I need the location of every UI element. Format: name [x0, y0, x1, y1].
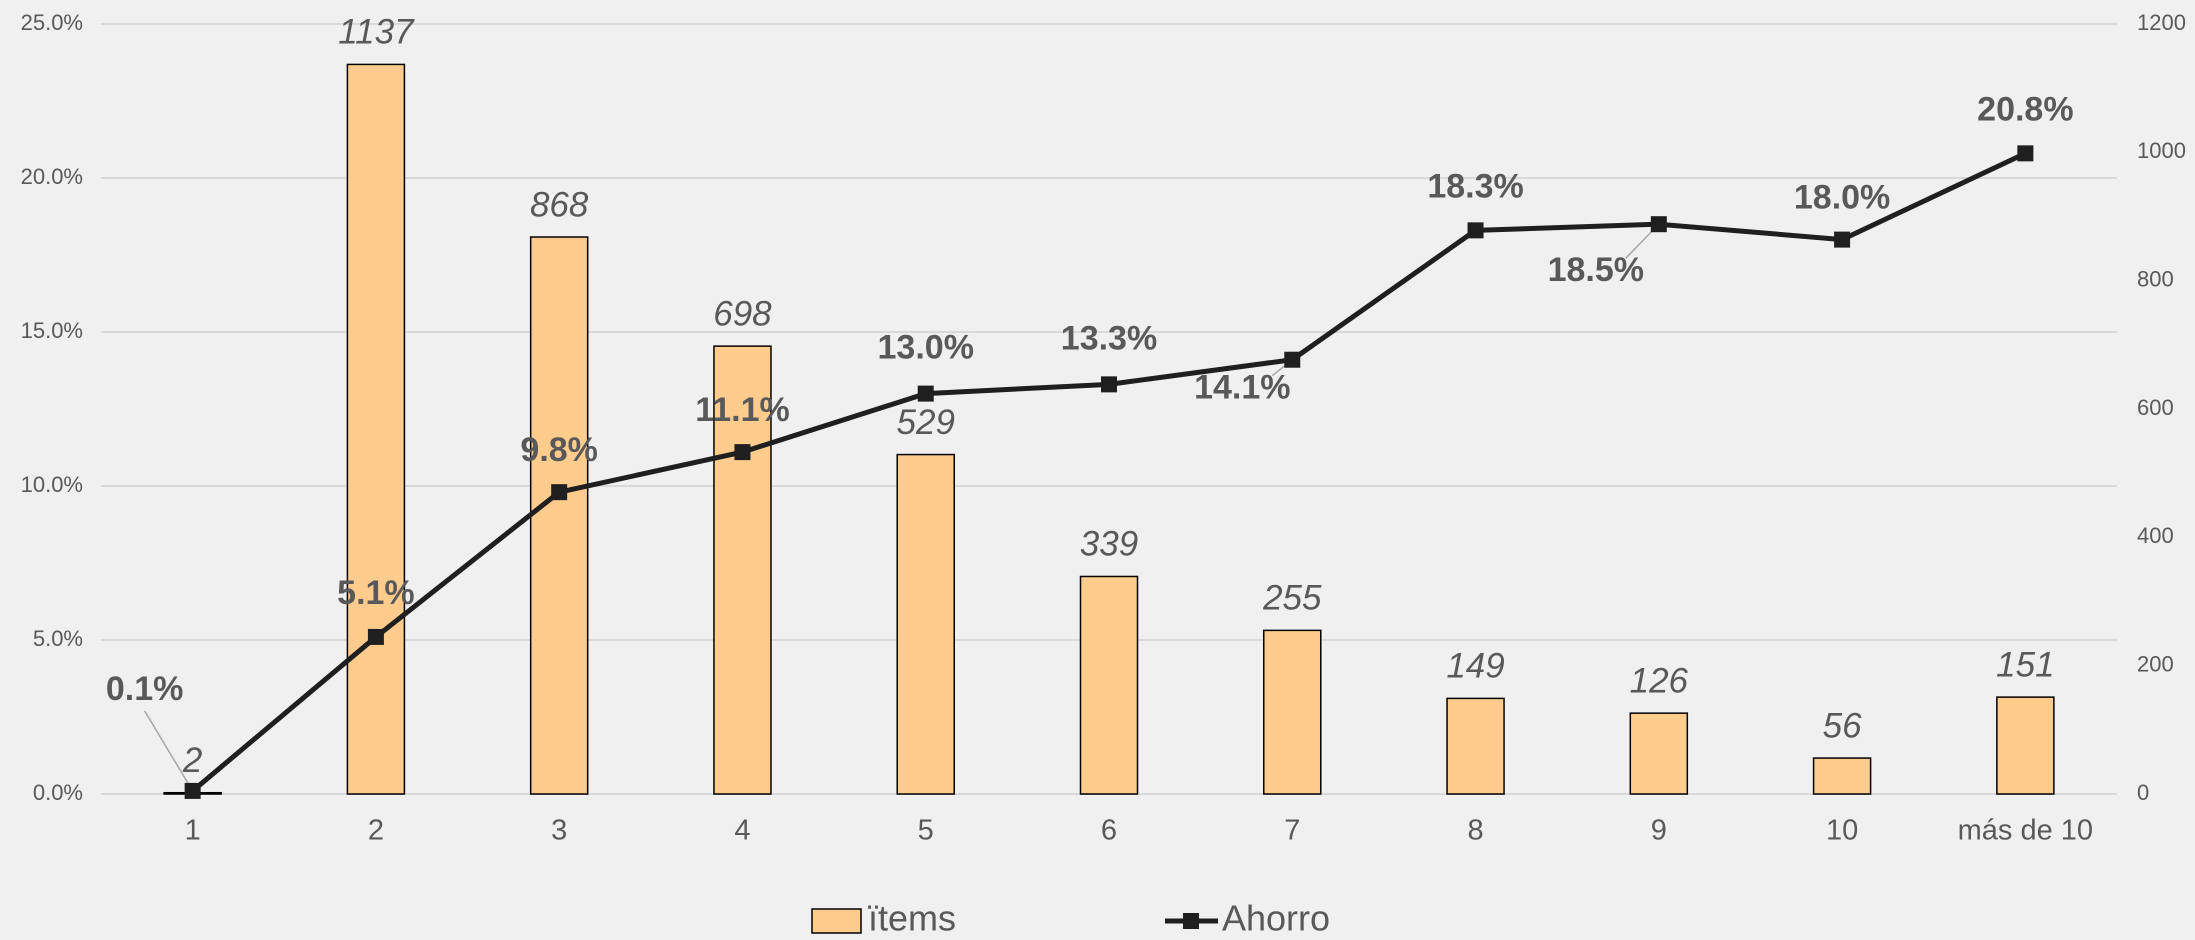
- x-tick-label: 10: [1826, 815, 1858, 847]
- bar: [1446, 697, 1505, 795]
- y-tick-label: 10.0%: [21, 472, 83, 497]
- y2-tick-label: 200: [2137, 651, 2174, 676]
- legend-swatch: [811, 908, 862, 934]
- y-tick-label: 0.0%: [33, 780, 83, 805]
- x-tick-label: 7: [1284, 815, 1300, 847]
- bar: [1263, 629, 1322, 795]
- y-tick-label: 5.0%: [33, 626, 83, 651]
- legend-label: ïtems: [868, 898, 956, 939]
- line-value-label: 9.8%: [520, 431, 598, 469]
- y-tick-label: 20.0%: [21, 164, 83, 189]
- y2-tick-label: 1200: [2137, 10, 2186, 35]
- x-tick-label: más de 10: [1958, 815, 2093, 847]
- line-value-label: 0.1%: [106, 670, 184, 708]
- bar-value-label: 255: [1262, 579, 1322, 618]
- line-value-label: 18.5%: [1548, 251, 1644, 289]
- line-marker: [1467, 222, 1484, 239]
- line-marker: [1834, 231, 1851, 248]
- x-tick-label: 5: [918, 815, 934, 847]
- bar-value-label: 2: [182, 741, 202, 780]
- x-tick-label: 3: [551, 815, 567, 847]
- leader-line: [143, 710, 194, 792]
- bar: [1812, 757, 1872, 795]
- legend-label: Ahorro: [1222, 898, 1330, 939]
- y-tick-label: 15.0%: [21, 318, 83, 343]
- y2-tick-label: 800: [2137, 266, 2174, 291]
- line-marker: [551, 484, 568, 501]
- y2-tick-label: 1000: [2137, 138, 2186, 163]
- bar-value-label: 149: [1446, 647, 1504, 686]
- bar: [346, 63, 406, 795]
- line-marker: [2017, 145, 2034, 162]
- bar: [1079, 575, 1139, 795]
- x-tick-label: 9: [1651, 815, 1667, 847]
- bar-value-label: 529: [897, 403, 955, 442]
- y2-tick-label: 600: [2137, 395, 2174, 420]
- bar-value-label: 1137: [338, 13, 415, 52]
- x-tick-label: 4: [734, 815, 750, 847]
- line-value-label: 13.0%: [878, 329, 974, 367]
- y2-tick-label: 0: [2137, 780, 2149, 805]
- line-value-label: 5.1%: [337, 574, 415, 612]
- x-tick-label: 6: [1101, 815, 1117, 847]
- line-marker: [734, 444, 751, 461]
- bar-value-label: 56: [1823, 706, 1862, 745]
- line-value-label: 13.3%: [1061, 319, 1157, 357]
- x-tick-label: 2: [368, 815, 384, 847]
- line-value-label: 11.1%: [695, 391, 790, 429]
- x-tick-label: 1: [185, 815, 201, 847]
- line-value-label: 14.1%: [1194, 369, 1290, 407]
- line-value-label: 18.0%: [1794, 179, 1890, 217]
- line-marker: [367, 628, 384, 645]
- bar-value-label: 126: [1630, 661, 1689, 700]
- line-marker: [917, 385, 934, 402]
- bar: [896, 453, 955, 795]
- line-marker: [1650, 216, 1667, 233]
- line-marker: [184, 782, 201, 799]
- bar: [1629, 712, 1689, 795]
- bar-value-label: 339: [1080, 525, 1138, 564]
- bar: [713, 345, 772, 795]
- bar: [1996, 696, 2055, 795]
- bar: [529, 236, 589, 795]
- bar-value-label: 868: [530, 185, 589, 224]
- line-marker: [1101, 376, 1117, 393]
- y-tick-label: 25.0%: [21, 10, 83, 35]
- x-tick-label: 8: [1467, 815, 1483, 847]
- bar-value-label: 151: [1996, 645, 2054, 684]
- bar-value-label: 698: [713, 294, 772, 333]
- line-value-label: 18.3%: [1427, 167, 1523, 205]
- line-value-label: 20.8%: [1977, 90, 2073, 128]
- y2-tick-label: 400: [2137, 523, 2174, 548]
- line-marker: [1284, 351, 1301, 368]
- legend-marker: [1183, 913, 1199, 929]
